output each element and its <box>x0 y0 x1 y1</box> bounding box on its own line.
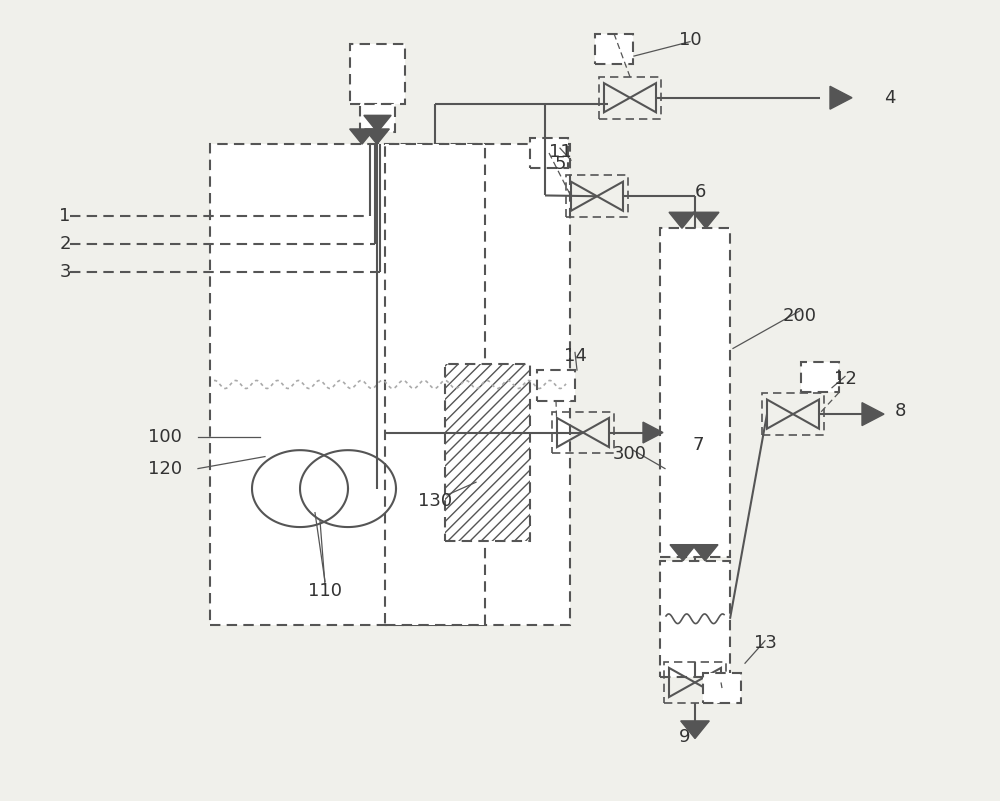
Polygon shape <box>681 721 709 739</box>
Text: 120: 120 <box>148 460 182 477</box>
Bar <box>530 138 568 168</box>
Polygon shape <box>365 129 389 144</box>
Bar <box>350 44 405 104</box>
Bar <box>537 370 575 400</box>
Text: 6: 6 <box>694 183 706 201</box>
Text: 9: 9 <box>679 728 691 746</box>
Text: 100: 100 <box>148 428 182 445</box>
Text: 4: 4 <box>884 89 896 107</box>
Bar <box>801 362 839 392</box>
Text: 8: 8 <box>894 402 906 420</box>
Bar <box>703 673 741 703</box>
Polygon shape <box>692 545 718 561</box>
Text: 13: 13 <box>754 634 776 652</box>
Polygon shape <box>643 422 663 443</box>
Polygon shape <box>693 212 719 228</box>
Bar <box>664 662 726 703</box>
Bar <box>566 175 628 217</box>
Text: 11: 11 <box>549 143 571 161</box>
Text: 3: 3 <box>59 264 71 281</box>
Text: 10: 10 <box>679 31 701 49</box>
Text: 1: 1 <box>59 207 71 225</box>
Bar <box>445 364 530 541</box>
Polygon shape <box>862 403 884 425</box>
Text: 5: 5 <box>554 155 566 173</box>
Bar <box>552 412 614 453</box>
Polygon shape <box>670 545 696 561</box>
Bar <box>595 34 633 64</box>
Polygon shape <box>669 212 695 228</box>
Polygon shape <box>350 129 374 144</box>
Bar <box>660 561 730 677</box>
Bar <box>360 104 395 132</box>
Bar <box>210 144 570 625</box>
Text: 12: 12 <box>834 370 856 388</box>
Text: 300: 300 <box>613 445 647 463</box>
Polygon shape <box>830 87 852 109</box>
Text: 7: 7 <box>692 436 704 453</box>
Text: 200: 200 <box>783 308 817 325</box>
Bar <box>385 144 485 625</box>
Bar <box>762 393 824 435</box>
Text: 2: 2 <box>59 235 71 253</box>
Text: 130: 130 <box>418 492 452 509</box>
Text: 110: 110 <box>308 582 342 600</box>
Text: 14: 14 <box>564 348 586 365</box>
Bar <box>660 228 730 557</box>
Polygon shape <box>364 115 391 132</box>
Bar <box>599 77 661 119</box>
